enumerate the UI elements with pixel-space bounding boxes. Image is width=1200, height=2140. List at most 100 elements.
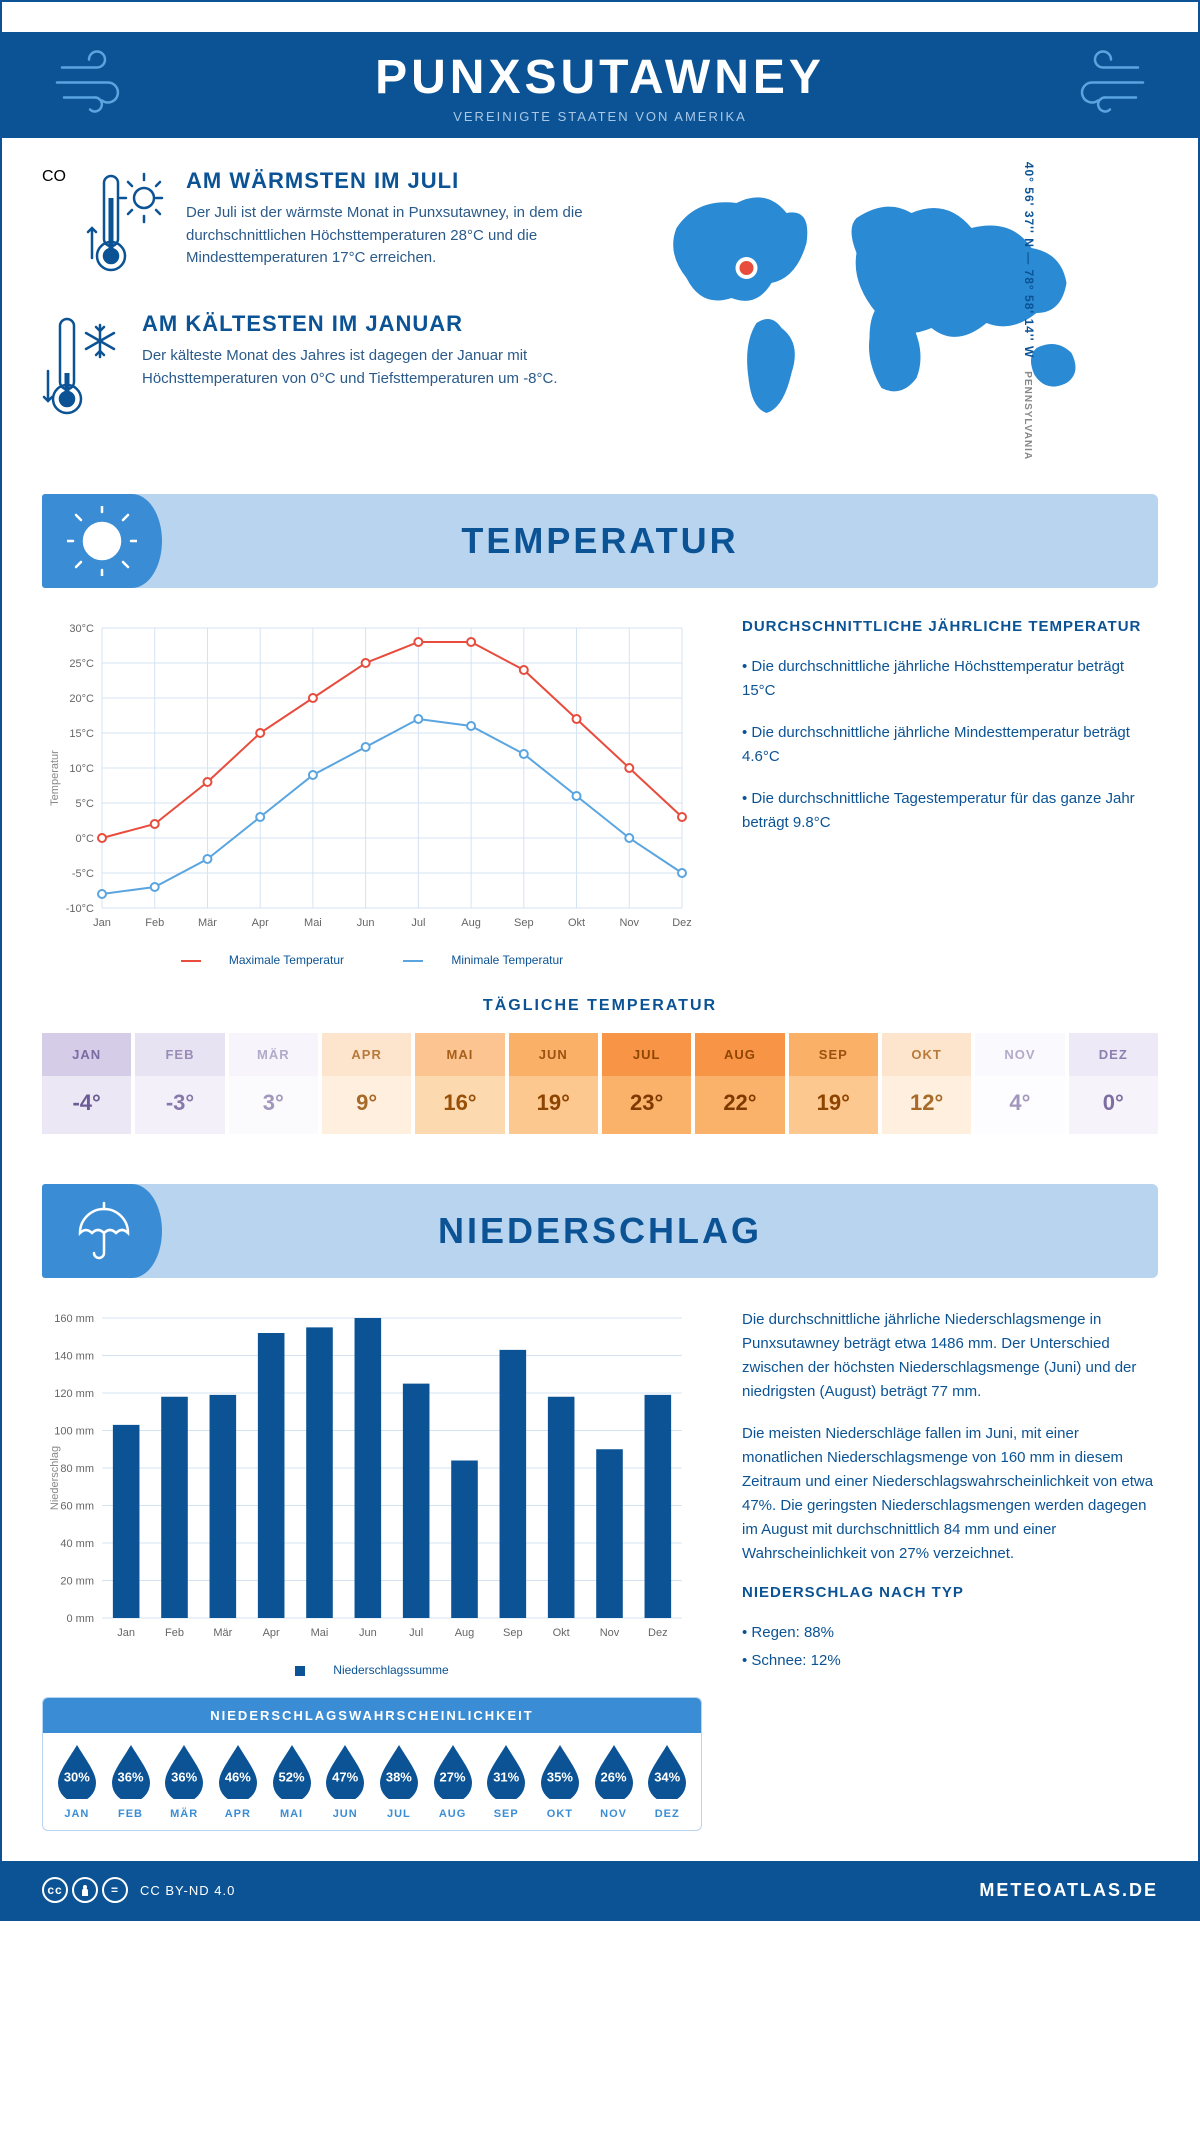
temp-cell: AUG 22° (695, 1033, 784, 1134)
precip-probability-table: NIEDERSCHLAGSWAHRSCHEINLICHKEIT 30% JAN … (42, 1697, 702, 1831)
precip-drop: 35% OKT (534, 1743, 586, 1820)
svg-text:Dez: Dez (648, 1627, 668, 1639)
svg-text:160 mm: 160 mm (54, 1313, 94, 1325)
svg-text:Okt: Okt (568, 917, 585, 929)
svg-text:20°C: 20°C (69, 693, 94, 705)
coordinates: 40° 56' 37'' N — 78° 58' 14'' W PENNSYLV… (1022, 162, 1036, 460)
svg-text:-5°C: -5°C (72, 868, 94, 880)
page-footer: cc = CC BY-ND 4.0 METEOATLAS.DE (2, 1861, 1198, 1919)
license-badge: cc = CC BY-ND 4.0 (42, 1877, 235, 1903)
by-icon (72, 1877, 98, 1903)
precip-prob-title: NIEDERSCHLAGSWAHRSCHEINLICHKEIT (43, 1698, 701, 1733)
svg-text:10°C: 10°C (69, 763, 94, 775)
section-header-precip: NIEDERSCHLAG (42, 1184, 1158, 1278)
precip-drop: 34% DEZ (641, 1743, 693, 1820)
temp-legend: Maximale Temperatur Minimale Temperatur (42, 953, 702, 967)
svg-text:Jul: Jul (409, 1627, 423, 1639)
precip-chart-row: 0 mm 20 mm 40 mm 60 mm 80 mm 100 mm 120 mm 140 … (42, 1308, 1158, 1831)
thermometer-hot-icon (86, 168, 166, 283)
svg-text:Jan: Jan (117, 1627, 135, 1639)
svg-text:0 mm: 0 mm (67, 1613, 95, 1625)
temp-cell: OKT 12° (882, 1033, 971, 1134)
svg-text:Sep: Sep (514, 917, 534, 929)
world-map: 40° 56' 37'' N — 78° 58' 14'' W PENNSYLV… (615, 168, 1158, 454)
fact-warmest: CO AM WÄRMSTEN IM JULI Der Juli ist der … (42, 168, 585, 283)
svg-text:Sep: Sep (503, 1627, 523, 1639)
svg-text:20 mm: 20 mm (60, 1576, 94, 1588)
temp-summary-text: DURCHSCHNITTLICHE JÄHRLICHE TEMPERATUR •… (742, 618, 1158, 967)
svg-text:100 mm: 100 mm (54, 1426, 94, 1438)
temp-cell: SEP 19° (789, 1033, 878, 1134)
svg-text:Okt: Okt (553, 1627, 570, 1639)
site-name: METEOATLAS.DE (979, 1880, 1158, 1901)
fact-coldest: AM KÄLTESTEN IM JANUAR Der kälteste Mona… (42, 311, 585, 426)
country-subtitle: VEREINIGTE STAATEN VON AMERIKA (2, 109, 1198, 124)
temp-cell: MAI 16° (415, 1033, 504, 1134)
fact-title: AM WÄRMSTEN IM JULI (186, 168, 585, 194)
svg-text:Feb: Feb (165, 1627, 184, 1639)
svg-text:Jan: Jan (93, 917, 111, 929)
precip-drop: 52% MAI (266, 1743, 318, 1820)
svg-text:Mär: Mär (213, 1627, 232, 1639)
svg-text:Jun: Jun (359, 1627, 377, 1639)
section-title: NIEDERSCHLAG (42, 1210, 1158, 1252)
daily-temp-title: TÄGLICHE TEMPERATUR (42, 997, 1158, 1015)
svg-text:Nov: Nov (619, 917, 639, 929)
precip-drop: 47% JUN (319, 1743, 371, 1820)
svg-text:25°C: 25°C (69, 658, 94, 670)
svg-text:Feb: Feb (145, 917, 164, 929)
precip-bar-chart: 0 mm 20 mm 40 mm 60 mm 80 mm 100 mm 120 mm 140 … (42, 1308, 702, 1831)
svg-text:Nov: Nov (600, 1627, 620, 1639)
thermometer-cold-icon (42, 311, 122, 426)
precip-drop: 31% SEP (480, 1743, 532, 1820)
svg-text:0°C: 0°C (76, 833, 95, 845)
temp-cell: NOV 4° (975, 1033, 1064, 1134)
temp-cell: DEZ 0° (1069, 1033, 1158, 1134)
section-title: TEMPERATUR (42, 520, 1158, 562)
svg-text:60 mm: 60 mm (60, 1501, 94, 1513)
wind-icon (1058, 48, 1148, 123)
intro-row: CO AM WÄRMSTEN IM JULI Der Juli ist der … (42, 168, 1158, 454)
fact-title: AM KÄLTESTEN IM JANUAR (142, 311, 585, 337)
precip-drop: 30% JAN (51, 1743, 103, 1820)
svg-text:140 mm: 140 mm (54, 1351, 94, 1363)
svg-text:-10°C: -10°C (66, 903, 94, 915)
temp-cell: FEB -3° (135, 1033, 224, 1134)
svg-text:Apr: Apr (263, 1627, 280, 1639)
svg-text:Niederschlag: Niederschlag (49, 1446, 61, 1510)
precip-legend: Niederschlagssumme (42, 1663, 702, 1677)
precip-drop: 26% NOV (588, 1743, 640, 1820)
precip-summary-text: Die durchschnittliche jährliche Niedersc… (742, 1308, 1158, 1831)
svg-text:40 mm: 40 mm (60, 1538, 94, 1550)
temp-chart-row: -10°C-5°C0°C5°C10°C15°C20°C25°C30°CJanFe… (42, 618, 1158, 967)
temp-cell: JUL 23° (602, 1033, 691, 1134)
nd-icon: = (102, 1877, 128, 1903)
wind-icon (52, 48, 142, 123)
section-header-temp: TEMPERATUR (42, 494, 1158, 588)
svg-text:80 mm: 80 mm (60, 1463, 94, 1475)
umbrella-icon (42, 1184, 162, 1278)
precip-drop: 46% APR (212, 1743, 264, 1820)
precip-drop: 36% MÄR (158, 1743, 210, 1820)
svg-text:120 mm: 120 mm (54, 1388, 94, 1400)
svg-text:30°C: 30°C (69, 623, 94, 635)
svg-text:Mai: Mai (311, 1627, 329, 1639)
temp-cell: JUN 19° (509, 1033, 598, 1134)
precip-drop: 27% AUG (427, 1743, 479, 1820)
fact-text: Der kälteste Monat des Jahres ist dagege… (142, 345, 585, 390)
svg-text:Mär: Mär (198, 917, 217, 929)
svg-text:Jun: Jun (357, 917, 375, 929)
svg-text:Dez: Dez (672, 917, 692, 929)
temp-cell: APR 9° (322, 1033, 411, 1134)
title-banner: PUNXSUTAWNEY VEREINIGTE STAATEN VON AMER… (2, 32, 1198, 138)
svg-text:15°C: 15°C (69, 728, 94, 740)
temp-cell: JAN -4° (42, 1033, 131, 1134)
svg-text:Jul: Jul (411, 917, 425, 929)
precip-drop: 38% JUL (373, 1743, 425, 1820)
svg-text:Mai: Mai (304, 917, 322, 929)
svg-text:Aug: Aug (461, 917, 481, 929)
svg-text:Aug: Aug (455, 1627, 475, 1639)
city-title: PUNXSUTAWNEY (2, 50, 1198, 105)
daily-temp-table: JAN -4°FEB -3°MÄR 3°APR 9°MAI 16°JUN 19°… (42, 1033, 1158, 1134)
svg-text:Temperatur: Temperatur (49, 750, 61, 806)
